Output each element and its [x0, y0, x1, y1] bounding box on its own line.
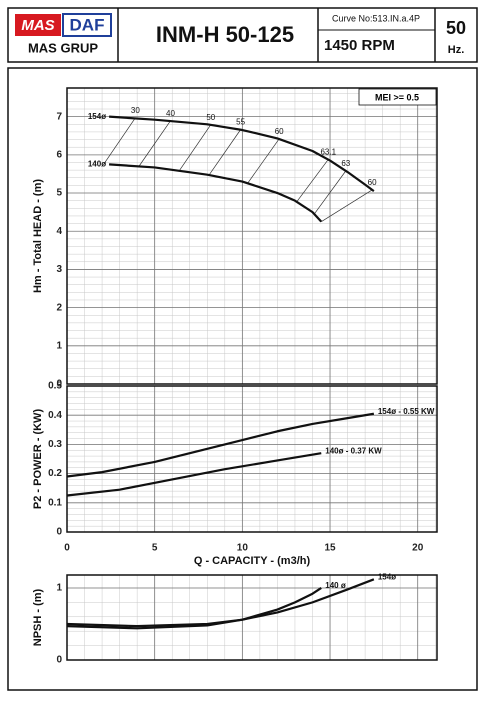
y-tick-label: 6	[56, 149, 62, 160]
x-tick-label: 0	[64, 543, 70, 554]
efficiency-line	[296, 159, 329, 203]
y-tick-label: 0	[56, 527, 62, 538]
efficiency-label: 30	[131, 106, 140, 115]
x-tick-label: 10	[237, 543, 249, 554]
plot-border	[66, 87, 438, 385]
chart-frame	[7, 67, 478, 691]
efficiency-label: 60	[368, 178, 377, 187]
y-tick-label: 4	[56, 226, 62, 237]
series-label: 154ø	[88, 112, 106, 121]
plot-border	[66, 385, 438, 533]
efficiency-label: 63.1	[320, 148, 336, 157]
y-tick-label: 0	[56, 379, 62, 390]
curve	[66, 452, 322, 497]
x-tick-label: 15	[324, 543, 336, 554]
curve	[66, 412, 375, 478]
efficiency-line	[321, 189, 373, 222]
x-tick-label: 5	[152, 543, 158, 554]
curve	[66, 587, 322, 630]
y-tick-label: 0.3	[48, 439, 62, 450]
curve	[66, 578, 375, 628]
speed: 1450 RPM	[324, 37, 395, 54]
y-axis-label: NPSH - (m)	[32, 588, 44, 646]
x-tick-label: 20	[412, 543, 424, 554]
x-axis-label: Q - CAPACITY - (m3/h)	[194, 555, 311, 567]
efficiency-label: 40	[166, 109, 175, 118]
y-axis-label: Hm - Total HEAD - (m)	[32, 179, 44, 293]
series-label: 140ø	[88, 159, 106, 168]
efficiency-line	[247, 138, 280, 184]
efficiency-line	[178, 124, 212, 172]
series-label: 140 ø	[325, 581, 346, 590]
y-axis-label: P2 - POWER - (KW)	[32, 409, 44, 510]
efficiency-line	[103, 117, 136, 165]
frequency-unit: Hz.	[448, 44, 465, 56]
note: MEI >= 0.5	[375, 92, 419, 102]
y-tick-label: 2	[56, 302, 62, 313]
efficiency-line	[138, 120, 171, 167]
curve	[109, 163, 323, 223]
efficiency-label: 60	[275, 127, 284, 136]
logo-blue	[62, 13, 112, 37]
y-tick-label: 0.5	[48, 381, 62, 392]
y-tick-label: 1	[56, 583, 62, 594]
y-tick-label: 7	[56, 111, 62, 122]
efficiency-line	[313, 170, 347, 215]
y-tick-label: 5	[56, 188, 62, 199]
curve	[109, 115, 375, 193]
curve-no: Curve No:513.IN.a.4P	[332, 13, 420, 23]
y-tick-label: 3	[56, 264, 62, 275]
efficiency-label: 63	[341, 159, 350, 168]
logo-mas: MAS	[21, 17, 54, 34]
plot-border	[66, 574, 438, 661]
series-label: 140ø - 0.37 KW	[325, 446, 382, 455]
title: INM-H 50-125	[156, 22, 294, 47]
header-box	[7, 7, 478, 63]
frequency: 50	[446, 18, 466, 38]
logo-red	[15, 14, 61, 36]
efficiency-label: 55	[236, 118, 245, 127]
efficiency-label: 50	[206, 113, 215, 122]
y-tick-label: 0.2	[48, 468, 62, 479]
y-tick-label: 0.1	[48, 497, 62, 508]
y-tick-label: 0	[56, 655, 62, 666]
efficiency-line	[208, 129, 241, 176]
logo-daf: DAF	[70, 15, 105, 34]
company: MAS GRUP	[28, 40, 98, 55]
series-label: 154ø - 0.55 KW	[378, 407, 435, 416]
y-tick-label: 0.4	[48, 410, 62, 421]
note-box	[358, 88, 437, 106]
series-label: 154ø	[378, 572, 396, 581]
y-tick-label: 1	[56, 340, 62, 351]
